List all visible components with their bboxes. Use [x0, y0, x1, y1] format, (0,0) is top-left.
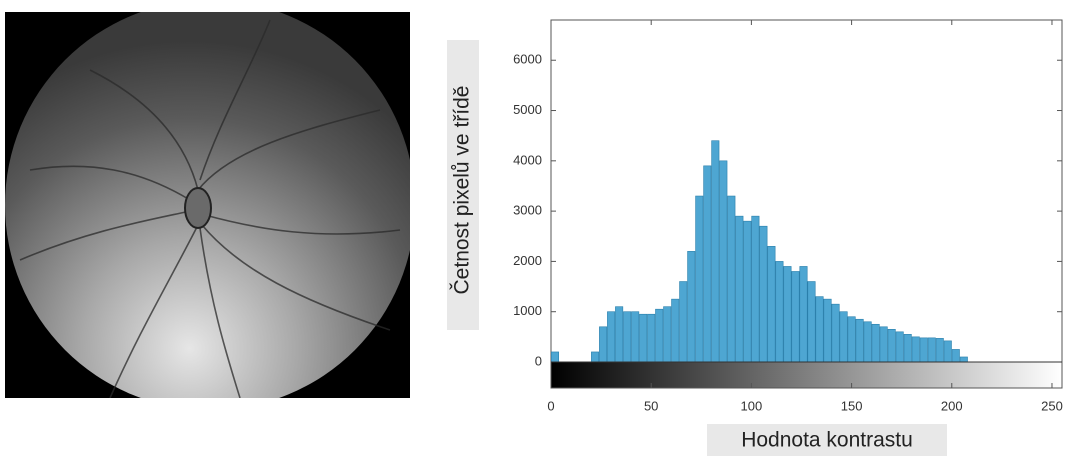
- bar: [639, 313, 648, 363]
- bar: [799, 266, 808, 363]
- bar: [895, 331, 904, 363]
- y-tick-label: 0: [535, 353, 542, 368]
- x-tick-label: 50: [644, 398, 658, 413]
- x-tick-label: 200: [941, 398, 963, 413]
- x-tick-label: 100: [741, 398, 763, 413]
- y-tick-label: 2000: [513, 253, 542, 268]
- bar: [623, 311, 632, 363]
- bar: [783, 266, 792, 363]
- x-axis-label: Hodnota kontrastu: [741, 429, 913, 452]
- bar: [935, 338, 944, 363]
- bar: [863, 321, 872, 363]
- bar: [879, 326, 888, 363]
- bar: [823, 298, 832, 363]
- x-tick-label: 250: [1041, 398, 1063, 413]
- x-tick-label: 0: [547, 398, 554, 413]
- bar: [647, 313, 656, 363]
- bar: [959, 356, 968, 363]
- retina-image: [5, 12, 410, 398]
- bar: [607, 311, 616, 363]
- bar: [839, 311, 848, 363]
- bar: [919, 337, 928, 363]
- bar: [591, 351, 600, 363]
- bar: [751, 215, 760, 363]
- bar: [550, 351, 560, 363]
- bar: [951, 349, 960, 363]
- bar: [727, 195, 736, 363]
- bar: [855, 318, 864, 363]
- bar: [711, 140, 720, 363]
- bar: [815, 296, 824, 363]
- bar: [887, 329, 896, 363]
- bar: [943, 340, 952, 363]
- bar: [599, 326, 608, 363]
- bar: [663, 306, 672, 363]
- x-tick-label: 150: [841, 398, 863, 413]
- bar: [775, 261, 784, 363]
- bar: [807, 281, 816, 363]
- y-tick-label: 3000: [513, 203, 542, 218]
- bar: [847, 316, 856, 363]
- bar: [631, 311, 640, 363]
- bar: [735, 215, 744, 363]
- y-tick-label: 6000: [513, 52, 542, 67]
- y-label-box: [447, 40, 479, 330]
- y-tick-label: 5000: [513, 102, 542, 117]
- bar: [903, 334, 912, 363]
- bar: [927, 337, 936, 363]
- bar: [871, 323, 880, 363]
- bar: [687, 251, 696, 363]
- bar: [791, 271, 800, 363]
- bar: [719, 160, 728, 363]
- y-tick-label: 1000: [513, 303, 542, 318]
- bar: [767, 246, 776, 363]
- axes-frame: [550, 19, 1063, 389]
- bar: [679, 281, 688, 363]
- y-axis-label: Četnost pixelů ve třídě: [451, 86, 474, 295]
- bar: [655, 308, 664, 363]
- bar: [911, 336, 920, 363]
- bar: [671, 298, 680, 363]
- y-tick-label: 4000: [513, 152, 542, 167]
- bar: [703, 165, 712, 363]
- colorbar: [551, 362, 1062, 388]
- bar: [615, 306, 624, 363]
- bar: [743, 220, 752, 363]
- x-label-box: [707, 424, 947, 456]
- bar: [759, 225, 768, 363]
- bar: [695, 195, 704, 363]
- bar: [831, 303, 840, 363]
